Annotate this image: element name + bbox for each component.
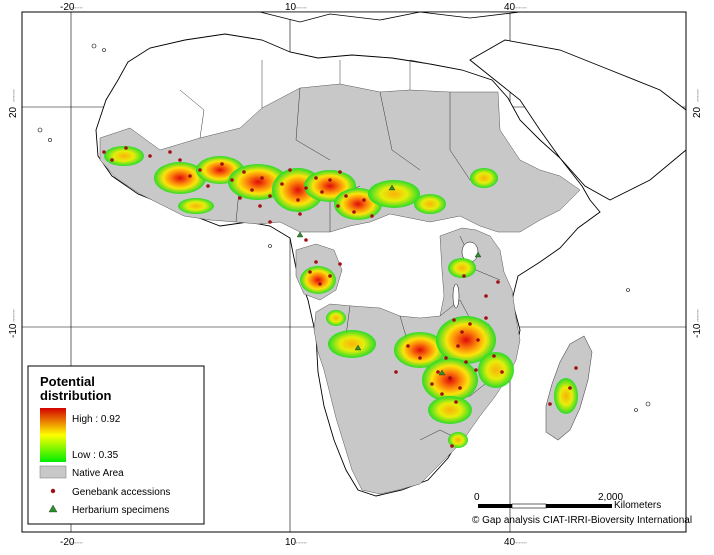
legend-native-label: Native Area bbox=[72, 468, 124, 479]
lon-label-top-3: 40 bbox=[504, 2, 516, 13]
minor-label: °°°°°°°° bbox=[294, 541, 307, 546]
lat-label-right-1: 20 bbox=[692, 106, 703, 118]
lake-tanganyika bbox=[452, 283, 460, 309]
minor-label: °°°°°°°° bbox=[696, 89, 701, 102]
minor-label: °°°°°°°° bbox=[696, 309, 701, 322]
lon-label-top-1: -20 bbox=[60, 2, 75, 13]
lon-label-bottom-1: -20 bbox=[60, 537, 75, 548]
legend-herbarium-marker bbox=[48, 504, 58, 513]
islands bbox=[37, 43, 651, 412]
lat-label-left-1: 20 bbox=[8, 106, 19, 118]
legend-high-label: High : 0.92 bbox=[72, 414, 121, 425]
legend-native-swatch bbox=[39, 465, 67, 479]
legend: Potential distribution High : 0.92 Low :… bbox=[27, 365, 205, 525]
lon-label-bottom-2: 10 bbox=[285, 537, 297, 548]
lat-label-left-2: -10 bbox=[8, 323, 19, 338]
minor-label: °°°°°°°° bbox=[70, 6, 83, 11]
herbarium-points bbox=[296, 184, 482, 376]
potential-distribution-layer bbox=[104, 146, 578, 448]
legend-title-line2: distribution bbox=[40, 388, 112, 403]
arabia-outline bbox=[469, 39, 686, 201]
scalebar-unit-label: Kilometers bbox=[614, 500, 661, 511]
legend-genebank-label: Genebank accessions bbox=[72, 487, 170, 498]
credit-text: © Gap analysis CIAT-IRRI-Bioversity Inte… bbox=[472, 515, 692, 526]
minor-label: °°°°°°°° bbox=[514, 541, 527, 546]
minor-label: °°°°°°°° bbox=[12, 309, 17, 322]
scalebar: 0 2,000 Kilometers bbox=[474, 492, 661, 511]
lon-label-bottom-3: 40 bbox=[504, 537, 516, 548]
legend-herbarium-label: Herbarium specimens bbox=[72, 505, 169, 516]
legend-genebank-marker bbox=[50, 488, 56, 494]
legend-color-ramp bbox=[40, 408, 66, 462]
scalebar-start-label: 0 bbox=[474, 492, 480, 503]
europe-outline bbox=[259, 12, 521, 23]
minor-label: °°°°°°°° bbox=[514, 6, 527, 11]
minor-label: °°°°°°°° bbox=[12, 89, 17, 102]
minor-label: °°°°°°°° bbox=[294, 6, 307, 11]
legend-low-label: Low : 0.35 bbox=[72, 450, 119, 461]
genebank-points bbox=[102, 146, 578, 448]
native-area-west bbox=[99, 83, 581, 233]
legend-title-line1: Potential bbox=[40, 374, 95, 389]
minor-label: °°°°°°°° bbox=[70, 541, 83, 546]
scalebar-end-label: 2,000 bbox=[598, 492, 623, 503]
lat-label-right-2: -10 bbox=[692, 323, 703, 338]
lon-label-top-2: 10 bbox=[285, 2, 297, 13]
